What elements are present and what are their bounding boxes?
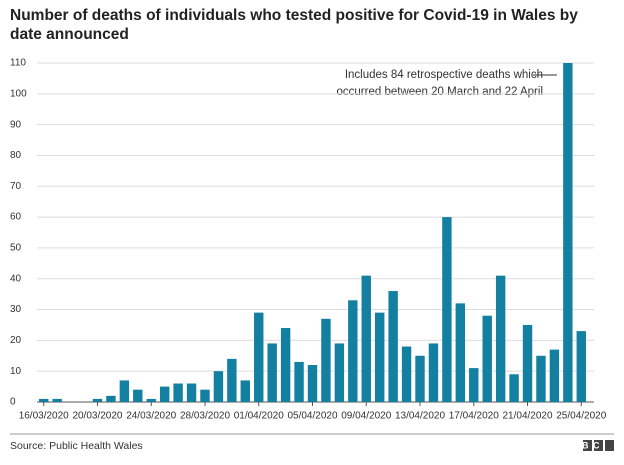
bar <box>280 328 291 402</box>
y-tick-label: 90 <box>10 119 22 130</box>
bar <box>227 358 237 402</box>
x-tick-label: 20/03/2020 <box>72 411 122 422</box>
logo: BBC <box>571 440 604 450</box>
y-tick-label: 50 <box>10 243 22 254</box>
bar <box>39 398 49 402</box>
x-tick-label: 21/04/2020 <box>502 411 552 422</box>
bar <box>455 303 466 402</box>
y-tick-label: 0 <box>10 397 16 408</box>
bar <box>374 312 385 402</box>
bar <box>173 383 183 402</box>
x-tick-label: 01/04/2020 <box>234 411 284 422</box>
bar <box>576 331 586 402</box>
x-tick-label: 28/03/2020 <box>180 411 230 422</box>
bar <box>106 395 116 402</box>
bar <box>442 217 452 402</box>
bar <box>563 63 573 402</box>
bar <box>254 312 264 402</box>
logo-box <box>605 440 614 451</box>
logo-box <box>594 440 603 451</box>
y-tick-label: 110 <box>10 58 26 69</box>
x-tick-label: 24/03/2020 <box>126 411 176 422</box>
annotation: Includes 84 retrospective deaths which <box>345 69 543 81</box>
bar <box>388 291 398 402</box>
bar <box>549 349 560 402</box>
x-tick-label: 25/04/2020 <box>556 411 606 422</box>
y-tick-label: 30 <box>10 304 22 315</box>
bar <box>348 300 358 402</box>
y-tick-label: 10 <box>10 366 22 377</box>
bar <box>415 355 425 402</box>
x-tick-label: 16/03/2020 <box>19 411 69 422</box>
bar <box>213 371 224 402</box>
bar <box>401 346 412 402</box>
bar <box>133 389 143 402</box>
y-tick-label: 20 <box>10 335 22 346</box>
x-tick-label: 17/04/2020 <box>449 411 499 422</box>
y-tick-label: 40 <box>10 273 22 284</box>
bar <box>509 374 519 402</box>
bar <box>92 398 103 402</box>
bar <box>321 318 331 402</box>
y-tick-label: 80 <box>10 150 22 161</box>
source: Source: Public Health Wales <box>10 440 143 452</box>
y-tick-label: 100 <box>10 88 27 99</box>
bar <box>482 315 492 402</box>
bar <box>294 361 304 402</box>
bar <box>469 368 479 402</box>
bar <box>267 343 277 402</box>
y-tick-label: 60 <box>10 212 22 223</box>
chart-title: Number of deaths of individuals who test… <box>10 7 578 43</box>
bar <box>119 380 130 402</box>
bar <box>536 355 546 402</box>
bar <box>159 386 170 402</box>
bar <box>495 275 506 402</box>
x-tick-label: 05/04/2020 <box>287 411 337 422</box>
bar <box>52 398 62 402</box>
annotation: occurred between 20 March and 22 April <box>337 86 543 98</box>
bar <box>428 343 439 402</box>
bar <box>200 389 210 402</box>
x-tick-label: 09/04/2020 <box>341 411 391 422</box>
bar <box>186 383 197 402</box>
bar <box>307 365 318 402</box>
y-tick-label: 70 <box>10 181 22 192</box>
bar <box>361 275 371 402</box>
logo-box <box>583 440 592 451</box>
bar <box>240 380 251 402</box>
bar <box>522 324 533 402</box>
bar <box>146 398 156 402</box>
x-tick-label: 13/04/2020 <box>395 411 445 422</box>
bar <box>334 343 345 402</box>
